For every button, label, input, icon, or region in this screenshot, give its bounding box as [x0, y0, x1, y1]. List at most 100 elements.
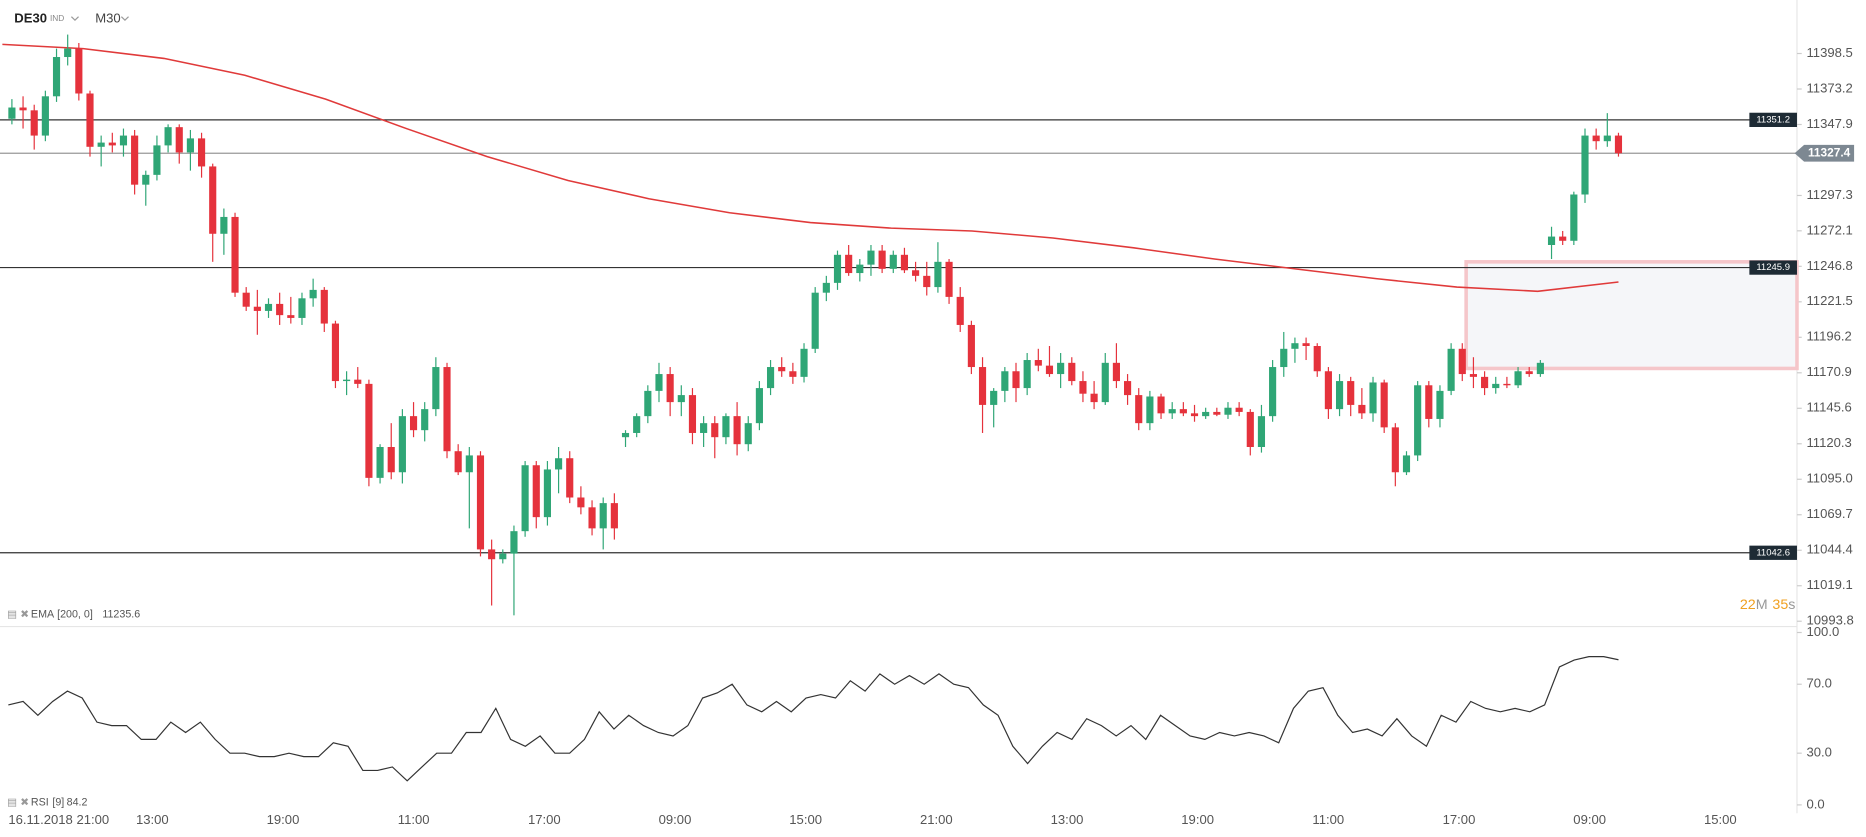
y-tick-label: 11069.7 [1806, 506, 1852, 521]
candle-body [577, 497, 585, 508]
ema-legend-name: EMA [31, 609, 55, 621]
x-tick-label: 15:00 [1704, 812, 1737, 827]
candle-body [1503, 383, 1511, 386]
candle-body [1135, 395, 1143, 424]
y-tick-label: 11170.9 [1806, 364, 1851, 379]
candle-body [923, 275, 931, 288]
candle-body [1302, 343, 1310, 346]
candle-body [677, 395, 685, 403]
candle-body [733, 416, 741, 445]
x-tick-label: 16.11.2018 21:00 [8, 812, 109, 827]
symbol[interactable]: DE30 [14, 10, 47, 25]
x-tick-label: 13:00 [1051, 812, 1084, 827]
candle-body [878, 250, 886, 269]
candle-body [967, 324, 975, 368]
rsi-tick-label: 30.0 [1806, 745, 1831, 760]
candle-body [633, 416, 641, 433]
candle-body [744, 423, 752, 445]
candle-body [711, 423, 719, 438]
level-label: 11042.6 [1756, 547, 1790, 558]
candle-body [789, 371, 797, 377]
candle-body [856, 264, 864, 274]
candle-body [1034, 360, 1042, 366]
candle-body [1001, 371, 1009, 391]
candle-body [912, 270, 920, 276]
ema-line [2, 43, 1619, 293]
candle-body [97, 142, 105, 147]
candle-body [1023, 360, 1031, 389]
candle-body [1570, 194, 1578, 241]
candle-body [343, 379, 351, 382]
y-tick-label: 11398.5 [1806, 45, 1852, 60]
candle-body [766, 367, 775, 389]
rsi-legend-params: [9] [52, 796, 64, 808]
x-tick-label: 09:00 [659, 812, 692, 827]
candle-body [1358, 404, 1366, 414]
candle-body [1324, 371, 1332, 410]
interval[interactable]: M30 [95, 10, 120, 25]
candle-body [1012, 371, 1020, 389]
rsi-tick-label: 0.0 [1806, 796, 1824, 811]
candle-body [197, 138, 206, 167]
y-tick-label: 11095.0 [1806, 471, 1852, 486]
candle-body [421, 409, 429, 431]
current-price-box [1794, 144, 1855, 162]
candle-body [1112, 362, 1120, 382]
y-tick-label: 11145.6 [1806, 400, 1851, 415]
level-label-box [1749, 260, 1797, 275]
zone [1464, 260, 1799, 371]
countdown-seconds-unit: s [1788, 597, 1795, 613]
candle-body [1246, 411, 1254, 448]
candle-body [666, 374, 674, 403]
rsi-legend-name: RSI [31, 796, 49, 808]
y-tick-label: 11044.4 [1806, 542, 1852, 557]
legend-icon[interactable]: ▤ ✖ [7, 609, 29, 621]
dropdown-icon[interactable] [70, 16, 79, 22]
candle-body [700, 423, 708, 433]
x-tick-label: 09:00 [1573, 812, 1606, 827]
x-tick-label: 19:00 [1181, 812, 1214, 827]
candle-body [209, 166, 217, 234]
current-price-label: 11327.4 [1808, 145, 1851, 159]
candle-body [778, 367, 786, 372]
candle-body [610, 503, 618, 529]
candle-body [1257, 416, 1266, 448]
candle-body [1280, 348, 1288, 368]
candle-body [845, 254, 853, 274]
candle-body [443, 367, 451, 452]
candle-body [566, 458, 574, 498]
candle-body [1146, 396, 1154, 424]
candle-body [8, 107, 16, 119]
candle-body [1559, 236, 1567, 241]
candle-body [1168, 409, 1176, 414]
candle-body [1481, 376, 1489, 389]
candle-body [1492, 383, 1500, 389]
candle-body [1224, 407, 1232, 415]
candle-body [186, 138, 194, 153]
candle-body [488, 549, 496, 560]
candle-body [1536, 362, 1544, 375]
candle-body [1157, 396, 1165, 414]
candle-body [376, 447, 384, 478]
candle-body [990, 390, 998, 405]
candle-body [409, 416, 418, 431]
x-tick-label: 13:00 [136, 812, 169, 827]
y-tick-label: 11196.2 [1806, 329, 1851, 344]
candle-body [1614, 135, 1623, 154]
legend-icon[interactable]: ▤ ✖ [7, 796, 29, 808]
candle-body [900, 254, 909, 271]
candle-body [599, 503, 607, 529]
ema-legend-value: 11235.6 [102, 609, 140, 621]
candle-body [978, 367, 987, 405]
candle-body [119, 135, 128, 146]
dropdown-icon[interactable] [120, 16, 129, 22]
candle-body [1101, 362, 1109, 403]
candle-body [454, 451, 462, 473]
candle-body [398, 416, 406, 473]
candle-body [153, 145, 161, 175]
level-label-box [1749, 545, 1797, 560]
candle-body [476, 455, 485, 550]
candle-body [510, 531, 518, 554]
candle-body [1525, 371, 1533, 375]
candle-body [1190, 413, 1199, 417]
